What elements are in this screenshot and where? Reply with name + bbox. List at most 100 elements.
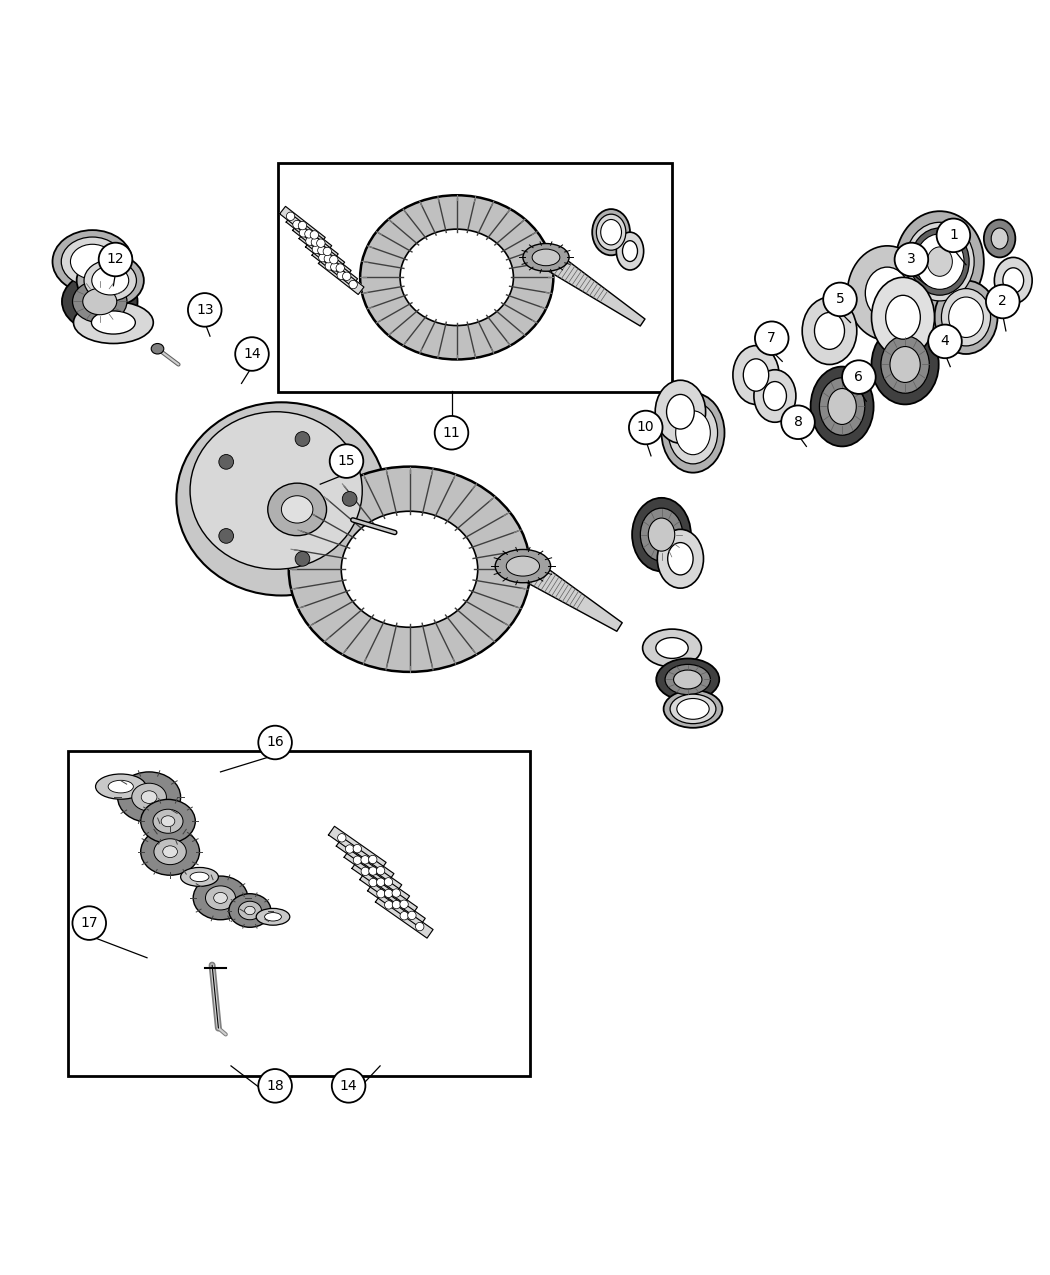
Circle shape: [393, 900, 401, 909]
Circle shape: [324, 255, 333, 263]
Ellipse shape: [214, 892, 227, 904]
Circle shape: [331, 263, 339, 272]
Ellipse shape: [815, 312, 844, 349]
Polygon shape: [306, 240, 351, 278]
Ellipse shape: [141, 829, 200, 875]
Polygon shape: [336, 838, 394, 882]
Polygon shape: [312, 247, 358, 286]
Text: 7: 7: [768, 332, 776, 346]
Ellipse shape: [154, 839, 186, 864]
Ellipse shape: [229, 894, 271, 927]
Ellipse shape: [668, 543, 693, 575]
Ellipse shape: [885, 296, 920, 339]
Circle shape: [330, 444, 363, 478]
Ellipse shape: [811, 367, 874, 446]
Ellipse shape: [592, 209, 630, 255]
Text: 10: 10: [637, 421, 654, 435]
Text: 6: 6: [855, 370, 863, 384]
Circle shape: [369, 856, 377, 863]
Ellipse shape: [676, 411, 710, 455]
Ellipse shape: [206, 886, 235, 910]
Text: 16: 16: [267, 736, 284, 750]
Circle shape: [349, 280, 357, 288]
Ellipse shape: [733, 346, 779, 404]
Bar: [278, 163, 672, 391]
Circle shape: [353, 856, 361, 864]
Circle shape: [345, 845, 354, 853]
Ellipse shape: [916, 233, 964, 289]
Circle shape: [258, 725, 292, 760]
Ellipse shape: [132, 783, 166, 811]
Circle shape: [317, 238, 326, 247]
Ellipse shape: [896, 212, 984, 312]
Ellipse shape: [905, 222, 974, 301]
Circle shape: [304, 230, 313, 238]
Ellipse shape: [743, 358, 769, 391]
Circle shape: [295, 552, 310, 566]
Ellipse shape: [190, 412, 362, 569]
Ellipse shape: [662, 393, 724, 473]
Ellipse shape: [268, 483, 327, 536]
Ellipse shape: [601, 219, 622, 245]
Ellipse shape: [674, 671, 701, 688]
Circle shape: [258, 1068, 292, 1103]
Text: 11: 11: [443, 426, 460, 440]
Ellipse shape: [1003, 268, 1024, 293]
Ellipse shape: [934, 280, 997, 354]
Polygon shape: [287, 214, 332, 254]
Circle shape: [293, 221, 301, 228]
Ellipse shape: [872, 278, 934, 357]
Ellipse shape: [91, 266, 129, 295]
Ellipse shape: [819, 377, 865, 435]
Circle shape: [310, 231, 318, 240]
Circle shape: [218, 454, 233, 469]
Ellipse shape: [62, 272, 138, 332]
Ellipse shape: [532, 249, 560, 265]
Circle shape: [318, 246, 327, 255]
Ellipse shape: [865, 268, 909, 319]
Circle shape: [312, 245, 320, 254]
Polygon shape: [376, 894, 433, 938]
Ellipse shape: [91, 311, 135, 334]
Bar: [68, 751, 530, 1076]
Circle shape: [235, 337, 269, 371]
Circle shape: [218, 529, 233, 543]
Text: 15: 15: [338, 454, 355, 468]
Ellipse shape: [496, 550, 550, 583]
Ellipse shape: [52, 230, 132, 293]
Ellipse shape: [643, 629, 701, 667]
Circle shape: [895, 242, 928, 277]
Circle shape: [435, 416, 468, 450]
Circle shape: [318, 254, 327, 261]
Ellipse shape: [74, 301, 153, 343]
Circle shape: [629, 411, 663, 444]
Polygon shape: [540, 249, 645, 326]
Circle shape: [369, 878, 377, 886]
Circle shape: [332, 1068, 365, 1103]
Circle shape: [298, 222, 307, 230]
Circle shape: [400, 900, 408, 908]
Ellipse shape: [640, 509, 682, 561]
Circle shape: [384, 889, 393, 898]
Circle shape: [407, 912, 416, 919]
Circle shape: [781, 405, 815, 439]
Ellipse shape: [96, 774, 146, 799]
Ellipse shape: [665, 664, 711, 695]
Text: 17: 17: [81, 917, 98, 929]
Ellipse shape: [623, 241, 637, 261]
Ellipse shape: [245, 907, 255, 914]
Circle shape: [330, 255, 338, 264]
Circle shape: [376, 867, 384, 875]
Ellipse shape: [994, 258, 1032, 303]
Ellipse shape: [360, 195, 553, 360]
Ellipse shape: [648, 518, 675, 551]
Text: 1: 1: [949, 228, 958, 242]
Ellipse shape: [506, 556, 540, 576]
Polygon shape: [517, 556, 623, 631]
Circle shape: [377, 890, 385, 898]
Ellipse shape: [400, 230, 513, 325]
Ellipse shape: [61, 237, 124, 286]
Ellipse shape: [872, 325, 939, 404]
Circle shape: [287, 212, 295, 221]
Ellipse shape: [77, 254, 144, 307]
